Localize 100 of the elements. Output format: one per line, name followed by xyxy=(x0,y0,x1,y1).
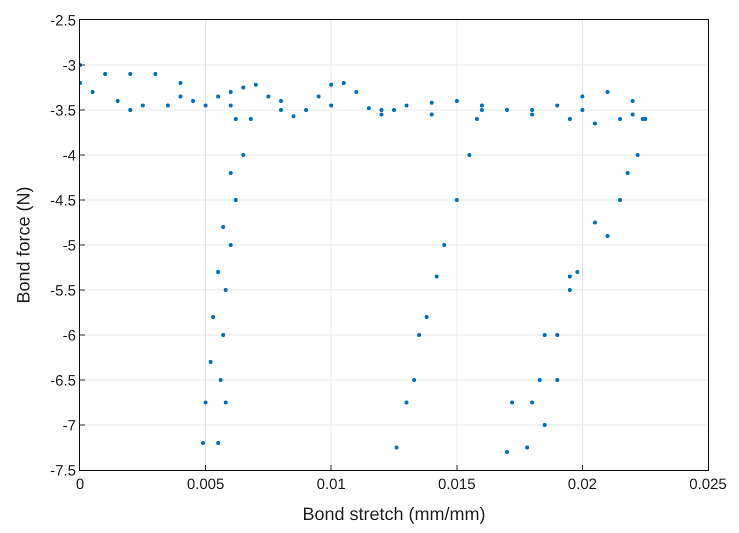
point xyxy=(208,360,213,364)
point xyxy=(454,99,459,103)
point xyxy=(228,90,233,94)
point xyxy=(116,99,120,103)
point xyxy=(626,171,630,175)
point xyxy=(606,234,610,238)
point xyxy=(555,333,560,337)
point xyxy=(304,108,308,112)
y-tick-label: -2.5 xyxy=(50,12,76,30)
point xyxy=(505,450,510,454)
point xyxy=(354,90,358,94)
point xyxy=(636,153,640,157)
point xyxy=(221,225,226,229)
point xyxy=(592,122,597,126)
point xyxy=(266,94,270,98)
point xyxy=(278,108,283,112)
point xyxy=(618,198,622,202)
point xyxy=(467,153,472,157)
point xyxy=(592,220,597,224)
y-tick-label: -5.5 xyxy=(50,282,76,300)
x-tick-label: 0.01 xyxy=(316,476,346,493)
point xyxy=(542,333,547,337)
y-tick-label: -7.5 xyxy=(50,462,76,480)
point xyxy=(241,86,246,90)
y-tick-label: -4.5 xyxy=(50,192,76,210)
point xyxy=(211,315,216,319)
point xyxy=(241,153,246,157)
point xyxy=(555,378,560,382)
point xyxy=(224,288,228,292)
point xyxy=(379,112,384,116)
point xyxy=(530,400,534,404)
point xyxy=(580,94,584,98)
point xyxy=(568,274,572,278)
point xyxy=(178,81,182,85)
point xyxy=(128,72,132,76)
point xyxy=(216,441,220,445)
point xyxy=(424,315,429,319)
x-tick-label: 0.02 xyxy=(568,476,597,493)
point xyxy=(412,378,416,382)
point xyxy=(442,243,446,247)
point xyxy=(228,104,233,108)
point xyxy=(90,90,95,94)
point xyxy=(530,112,534,116)
point xyxy=(394,446,399,450)
point xyxy=(234,198,238,202)
point xyxy=(606,90,610,94)
x-tick-label: 0.005 xyxy=(186,476,224,493)
point xyxy=(201,441,206,445)
point xyxy=(218,378,223,382)
point xyxy=(480,108,484,112)
point xyxy=(392,108,396,112)
point xyxy=(430,100,434,105)
point xyxy=(630,99,635,103)
point xyxy=(530,108,534,112)
point xyxy=(575,270,580,274)
point xyxy=(366,106,371,110)
point xyxy=(480,104,484,108)
point xyxy=(228,171,233,175)
y-tick-label: -6 xyxy=(62,327,76,344)
x-tick-label: 0.015 xyxy=(438,476,476,493)
point xyxy=(474,117,479,121)
point xyxy=(278,99,283,103)
y-axis-title: Bond force (N) xyxy=(13,186,34,304)
point xyxy=(454,198,459,202)
y-tick-label: -6.5 xyxy=(50,372,76,390)
point xyxy=(216,94,220,98)
point xyxy=(221,333,226,337)
point xyxy=(316,94,321,98)
y-tick-label: -7 xyxy=(62,417,76,434)
point xyxy=(555,104,560,108)
point xyxy=(329,82,334,87)
point xyxy=(140,104,145,108)
x-tick-label: 0 xyxy=(76,476,84,493)
point xyxy=(178,94,182,98)
y-tick-label: -3.5 xyxy=(50,102,76,120)
point xyxy=(248,117,253,121)
point xyxy=(630,112,635,116)
point xyxy=(216,270,220,274)
x-tick-label: 0.025 xyxy=(689,476,727,493)
y-tick-label: -4 xyxy=(62,147,76,164)
point xyxy=(204,400,208,404)
y-tick-label: -3 xyxy=(62,57,76,74)
point xyxy=(618,117,622,121)
point xyxy=(417,333,422,337)
point xyxy=(542,423,547,427)
point xyxy=(525,446,530,450)
point xyxy=(191,99,196,103)
point xyxy=(538,378,542,382)
point xyxy=(580,108,584,112)
point xyxy=(568,288,572,292)
point xyxy=(510,400,514,404)
point xyxy=(404,400,409,404)
point xyxy=(103,72,108,76)
point xyxy=(292,114,296,118)
point xyxy=(228,243,233,247)
point xyxy=(379,108,384,112)
point xyxy=(430,112,434,116)
point xyxy=(204,104,208,108)
point xyxy=(568,117,572,121)
point xyxy=(254,82,258,87)
